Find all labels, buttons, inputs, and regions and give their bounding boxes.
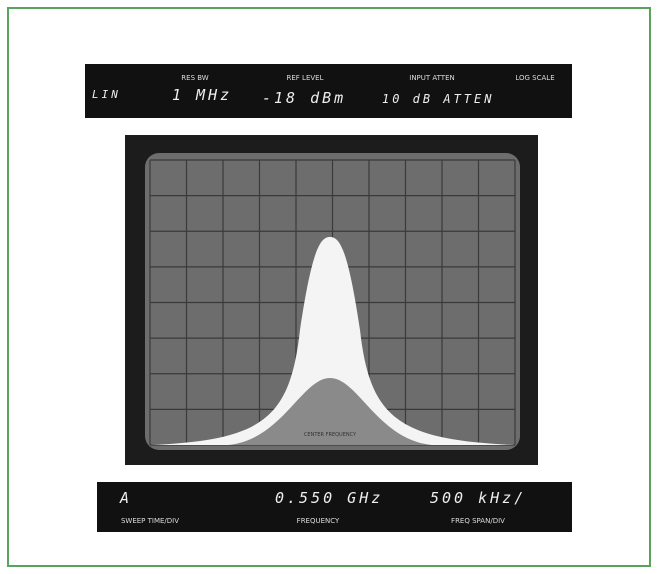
value: A [119,489,132,507]
top-panel: LIN RES BW 1 MHz REF LEVEL -18 dBm INPUT… [85,64,572,118]
page: LIN RES BW 1 MHz REF LEVEL -18 dBm INPUT… [0,0,658,574]
value: 10 dB ATTEN [382,92,494,106]
value: 0.550 GHz [275,489,383,507]
value: -18 dBm [262,89,346,107]
label: INPUT ATTEN [409,74,454,82]
mode: LIN [92,88,121,101]
value: 500 kHz/ [430,489,526,507]
label: REF LEVEL [287,74,324,82]
label: LOG SCALE [515,74,554,82]
value: 1 MHz [172,86,232,104]
label: FREQ SPAN/DIV [451,517,505,525]
screen: CENTER FREQUENCY [125,135,538,465]
label: FREQUENCY [297,517,340,525]
label: SWEEP TIME/DIV [121,517,179,525]
bottom-panel: A SWEEP TIME/DIV 0.550 GHz FREQUENCY 500… [97,482,572,532]
marker-label: CENTER FREQUENCY [304,432,357,438]
label: RES BW [181,74,209,82]
